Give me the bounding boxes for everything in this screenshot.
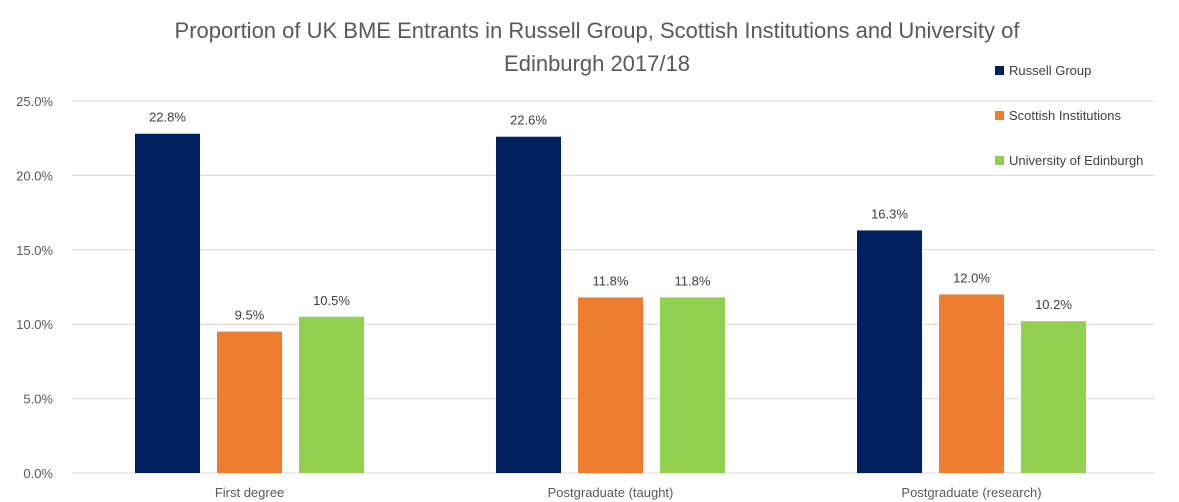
y-tick-label: 20.0% (16, 168, 53, 183)
bar-university-of-edinburgh (660, 297, 725, 473)
data-label: 22.6% (510, 113, 547, 128)
legend-swatch (995, 156, 1004, 165)
x-category-label: Postgraduate (taught) (548, 485, 674, 500)
y-tick-label: 15.0% (16, 243, 53, 258)
data-label: 16.3% (871, 206, 908, 221)
legend-label: Scottish Institutions (1009, 108, 1121, 123)
data-labels: 22.8% 9.5% 10.5% 22.6% 11.8% 11.8% 16.3% 12.0% 1… (149, 110, 1072, 323)
x-category-label: First degree (215, 485, 284, 500)
bar-russell-group (857, 230, 922, 473)
bar-scottish-institutions (578, 297, 643, 473)
legend: Russell Group Scottish Institutions Univer… (995, 63, 1143, 168)
bar-university-of-edinburgh (299, 316, 364, 473)
data-label: 10.5% (313, 293, 350, 308)
bar-russell-group (496, 136, 561, 473)
y-tick-label: 0.0% (23, 466, 53, 481)
bar-russell-group (135, 133, 200, 473)
chart-title-line-2: Edinburgh 2017/18 (504, 51, 690, 76)
legend-swatch (995, 111, 1004, 120)
bar-scottish-institutions (939, 294, 1004, 473)
legend-swatch (995, 66, 1004, 75)
data-label: 10.2% (1035, 297, 1072, 312)
data-label: 22.8% (149, 110, 186, 125)
data-label: 11.8% (593, 273, 629, 288)
y-axis-tick-labels: 0.0% 5.0% 10.0% 15.0% 20.0% 25.0% (16, 94, 53, 481)
chart-title-line-1: Proportion of UK BME Entrants in Russell… (175, 18, 1021, 43)
y-tick-label: 5.0% (23, 392, 53, 407)
data-label: 12.0% (953, 270, 990, 285)
data-label: 11.8% (675, 273, 711, 288)
x-category-label: Postgraduate (research) (901, 485, 1041, 500)
bar-university-of-edinburgh (1021, 321, 1086, 473)
y-tick-label: 10.0% (16, 317, 53, 332)
bars (135, 133, 1086, 473)
x-axis-category-labels: First degree Postgraduate (taught) Postgra… (215, 485, 1042, 500)
legend-label: University of Edinburgh (1009, 153, 1143, 168)
data-label: 9.5% (235, 308, 265, 323)
bar-scottish-institutions (217, 331, 282, 473)
y-tick-label: 25.0% (16, 94, 53, 109)
legend-label: Russell Group (1009, 63, 1091, 78)
